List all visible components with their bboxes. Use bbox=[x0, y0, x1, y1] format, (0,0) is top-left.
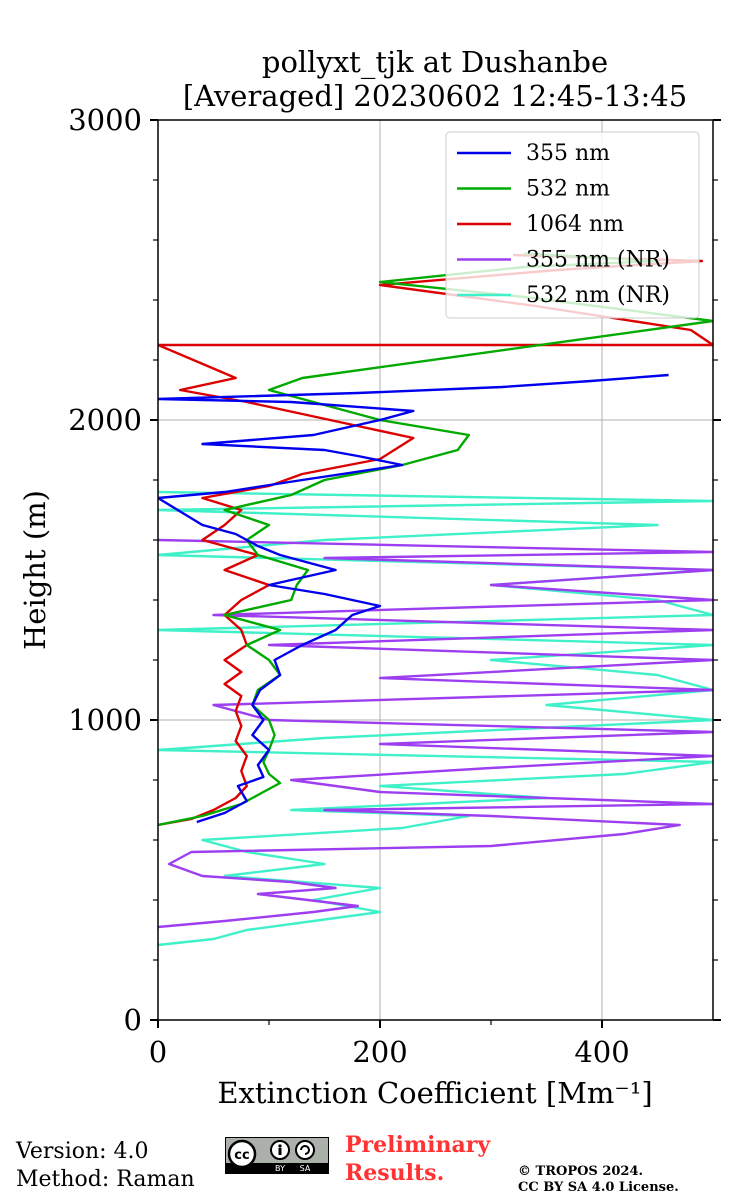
copyright-line-2: CC BY SA 4.0 License. bbox=[518, 1180, 679, 1195]
series-line-532-nm-nr- bbox=[158, 490, 713, 947]
footer-info: Version: 4.0 Method: Raman bbox=[16, 1138, 195, 1194]
legend-label: 1064 nm bbox=[526, 212, 624, 237]
preliminary-line-1: Preliminary bbox=[345, 1132, 491, 1158]
x-tick-label: 200 bbox=[352, 1035, 407, 1069]
legend-label: 532 nm bbox=[526, 177, 610, 202]
legend-label: 532 nm (NR) bbox=[526, 283, 670, 308]
series-line-355-nm-nr- bbox=[158, 538, 713, 929]
legend: 355 nm 532 nm 1064 nm 355 nm (NR) 532 nm (NR… bbox=[445, 131, 700, 319]
copyright-line-1: © TROPOS 2024. bbox=[518, 1164, 644, 1179]
y-tick-label: 1000 bbox=[68, 703, 142, 737]
y-axis-label: Height (m) bbox=[18, 490, 52, 650]
chart-subtitle: [Averaged] 20230602 12:45-13:45 bbox=[183, 79, 687, 113]
by-text: BY bbox=[275, 1164, 285, 1173]
y-tick-label: 2000 bbox=[68, 403, 142, 437]
x-tick-label: 400 bbox=[574, 1035, 629, 1069]
copyright-notice: © TROPOS 2024. CC BY SA 4.0 License. bbox=[518, 1164, 679, 1196]
series-line-1064-nm bbox=[158, 253, 713, 827]
plot-frame bbox=[157, 119, 714, 1021]
x-tick-label: 0 bbox=[149, 1035, 167, 1069]
preliminary-line-2: Results. bbox=[345, 1160, 445, 1186]
cc-license-icon: cc BY SA bbox=[225, 1137, 329, 1174]
preliminary-notice: Preliminary Results. bbox=[345, 1131, 490, 1187]
series-line-532-nm bbox=[158, 252, 713, 827]
legend-box bbox=[445, 131, 700, 319]
chart-title: pollyxt_tjk at Dushanbe bbox=[262, 45, 608, 80]
tick-labels: 0 200 400 0 1000 2000 3000 bbox=[68, 103, 629, 1069]
cc-text: cc bbox=[234, 1148, 249, 1163]
legend-label: 355 nm bbox=[526, 141, 610, 166]
legend-label: 355 nm (NR) bbox=[526, 248, 670, 273]
method-text: Method: Raman bbox=[16, 1167, 195, 1192]
extinction-chart: pollyxt_tjk at Dushanbe [Averaged] 20230… bbox=[18, 45, 721, 1110]
y-tick-label: 3000 bbox=[68, 103, 142, 137]
version-text: Version: 4.0 bbox=[16, 1139, 149, 1164]
y-tick-label: 0 bbox=[124, 1003, 142, 1037]
series-layer bbox=[158, 252, 713, 947]
sa-text: SA bbox=[300, 1164, 311, 1173]
series-line-355-nm bbox=[158, 373, 669, 824]
x-axis-label: Extinction Coefficient [Mm⁻¹] bbox=[217, 1076, 652, 1110]
axis-ticks bbox=[150, 119, 721, 1028]
